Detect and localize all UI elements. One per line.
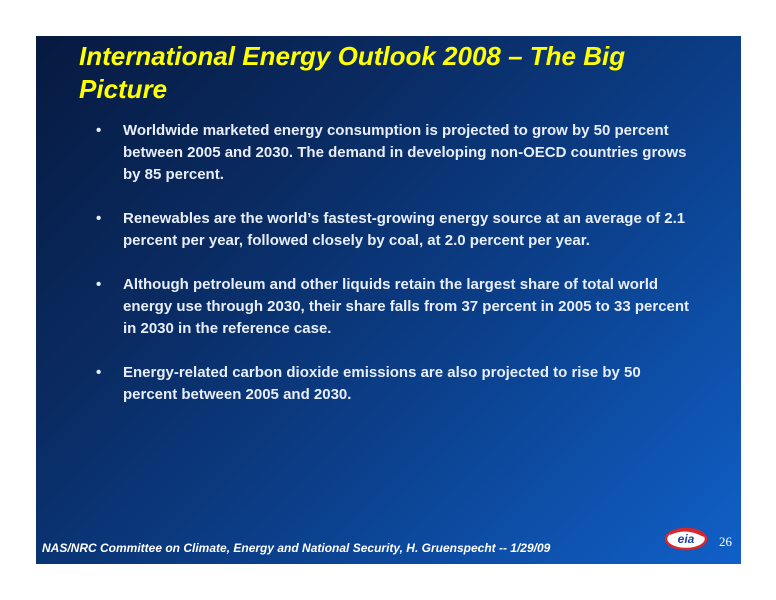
bullet-item: • Renewables are the world’s fastest-gro…: [96, 208, 696, 252]
bullet-text: Although petroleum and other liquids ret…: [123, 276, 690, 337]
bullet-list: • Worldwide marketed energy consumption …: [96, 120, 696, 428]
slide-title: International Energy Outlook 2008 – The …: [79, 41, 626, 104]
bullet-text: Renewables are the world’s fastest-growi…: [123, 210, 686, 249]
logo-swoosh: [669, 529, 705, 537]
footer-citation: NAS/NRC Committee on Climate, Energy and…: [42, 541, 551, 555]
bullet-item: • Worldwide marketed energy consumption …: [96, 120, 696, 186]
bullet-marker: •: [96, 276, 102, 293]
eia-logo-icon: eia: [664, 527, 708, 551]
page-number: 26: [719, 534, 732, 549]
slide: International Energy Outlook 2008 – The …: [36, 36, 741, 564]
bullet-text: Energy-related carbon dioxide emissions …: [123, 364, 641, 403]
bullet-marker: •: [96, 210, 102, 227]
logo-ring: [664, 527, 708, 551]
bullet-item: • Energy-related carbon dioxide emission…: [96, 362, 696, 406]
logo-text: eia: [678, 532, 695, 546]
bullet-text: Worldwide marketed energy consumption is…: [123, 122, 687, 183]
bullet-marker: •: [96, 122, 102, 139]
bullet-item: • Although petroleum and other liquids r…: [96, 274, 696, 340]
logo-background: [666, 529, 706, 549]
bullet-marker: •: [96, 364, 102, 381]
